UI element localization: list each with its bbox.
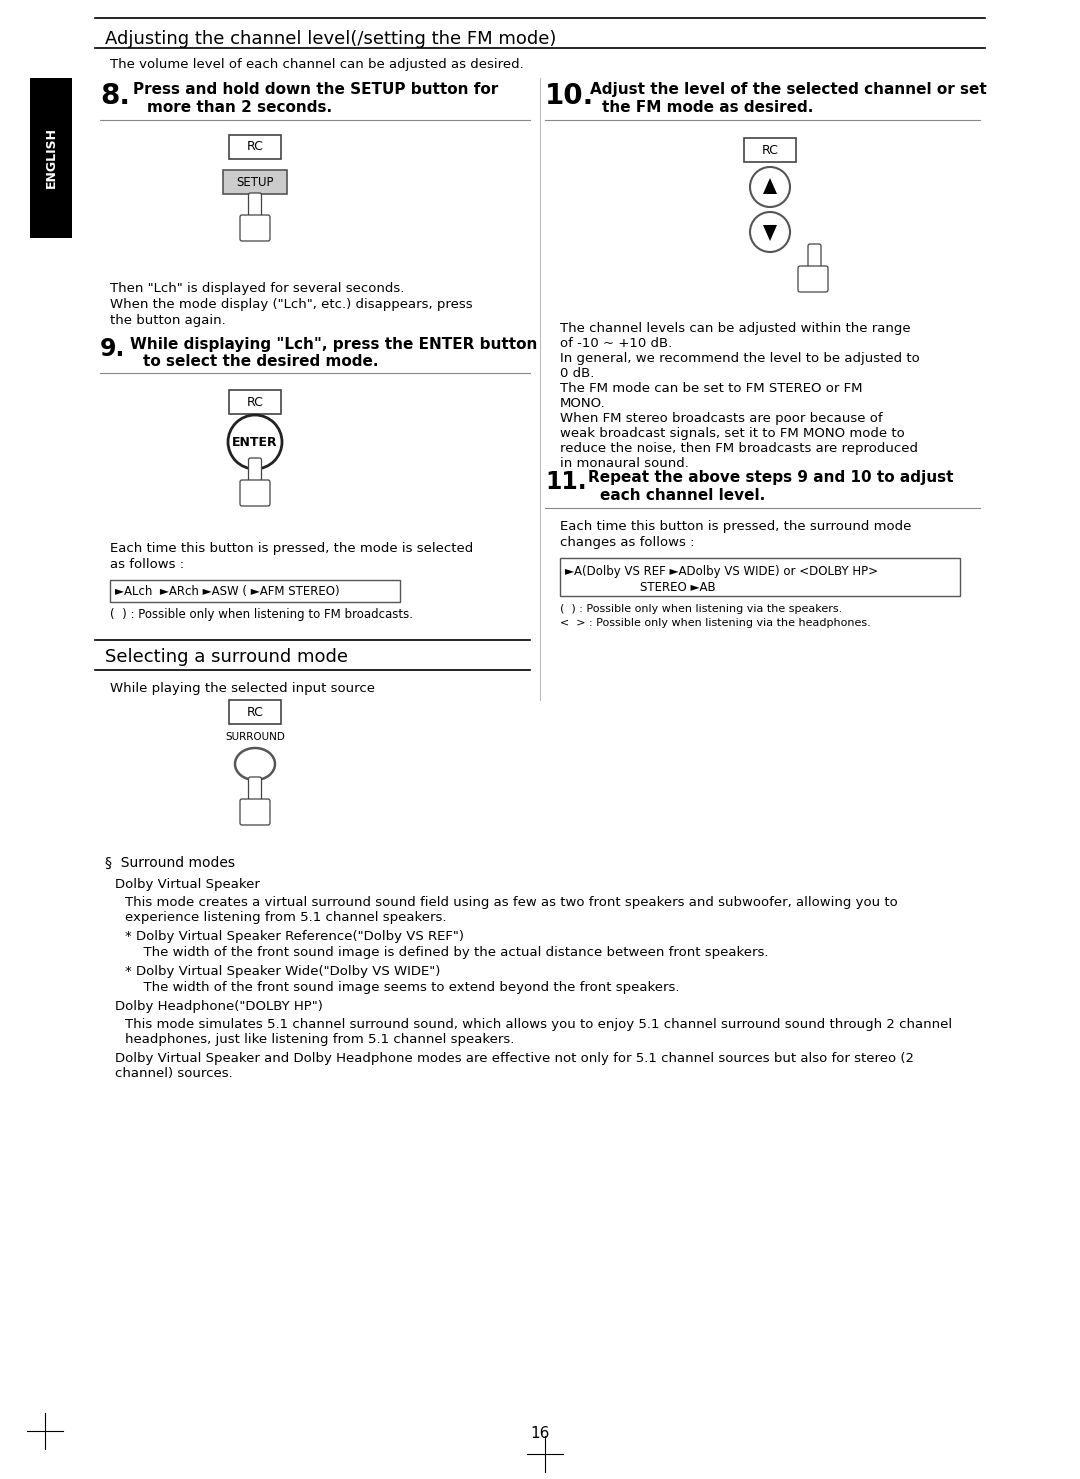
FancyBboxPatch shape [30,78,72,238]
FancyBboxPatch shape [229,135,281,160]
Text: Adjust the level of the selected channel or set: Adjust the level of the selected channel… [590,81,987,98]
Text: headphones, just like listening from 5.1 channel speakers.: headphones, just like listening from 5.1… [125,1032,514,1046]
Text: ENGLISH: ENGLISH [44,127,57,188]
Text: Repeat the above steps 9 and 10 to adjust: Repeat the above steps 9 and 10 to adjus… [588,470,954,485]
Text: STEREO ►AB: STEREO ►AB [640,581,716,595]
Text: The width of the front sound image is defined by the actual distance between fro: The width of the front sound image is de… [135,947,769,958]
Text: SURROUND: SURROUND [225,732,285,742]
Text: In general, we recommend the level to be adjusted to: In general, we recommend the level to be… [561,352,920,365]
Text: While playing the selected input source: While playing the selected input source [110,682,375,695]
Text: the button again.: the button again. [110,314,226,327]
Text: 10.: 10. [545,81,594,109]
FancyBboxPatch shape [248,776,261,803]
Text: The width of the front sound image seems to extend beyond the front speakers.: The width of the front sound image seems… [135,981,679,994]
Text: RC: RC [246,141,264,154]
Text: SETUP: SETUP [237,176,273,188]
Text: as follows :: as follows : [110,558,184,571]
Text: each channel level.: each channel level. [600,488,766,503]
Text: more than 2 seconds.: more than 2 seconds. [147,101,333,115]
FancyBboxPatch shape [744,138,796,163]
Text: This mode creates a virtual surround sound field using as few as two front speak: This mode creates a virtual surround sou… [125,896,897,910]
FancyBboxPatch shape [110,580,400,602]
FancyBboxPatch shape [229,700,281,725]
Text: This mode simulates 5.1 channel surround sound, which allows you to enjoy 5.1 ch: This mode simulates 5.1 channel surround… [125,1018,953,1031]
FancyBboxPatch shape [222,170,287,194]
FancyBboxPatch shape [240,481,270,506]
FancyBboxPatch shape [240,799,270,825]
Circle shape [228,416,282,469]
Text: 0 dB.: 0 dB. [561,367,594,380]
Text: <  > : Possible only when listening via the headphones.: < > : Possible only when listening via t… [561,618,870,629]
Text: ►ALch  ►ARch ►ASW ( ►AFM STEREO): ►ALch ►ARch ►ASW ( ►AFM STEREO) [114,584,339,598]
Text: Each time this button is pressed, the surround mode: Each time this button is pressed, the su… [561,521,912,532]
Text: weak broadcast signals, set it to FM MONO mode to: weak broadcast signals, set it to FM MON… [561,427,905,439]
Text: Adjusting the channel level(/setting the FM mode): Adjusting the channel level(/setting the… [105,30,556,47]
Text: experience listening from 5.1 channel speakers.: experience listening from 5.1 channel sp… [125,911,446,924]
Text: in monaural sound.: in monaural sound. [561,457,689,470]
Text: The FM mode can be set to FM STEREO or FM: The FM mode can be set to FM STEREO or F… [561,382,863,395]
Text: Dolby Virtual Speaker: Dolby Virtual Speaker [114,879,260,890]
Text: channel) sources.: channel) sources. [114,1066,233,1080]
Text: of -10 ~ +10 dB.: of -10 ~ +10 dB. [561,337,672,351]
FancyBboxPatch shape [248,192,261,219]
Circle shape [750,167,789,207]
Text: to select the desired mode.: to select the desired mode. [143,353,378,368]
Text: 8.: 8. [100,81,130,109]
Text: While displaying "Lch", press the ENTER button: While displaying "Lch", press the ENTER … [130,337,538,352]
Text: §  Surround modes: § Surround modes [105,856,235,870]
Text: RC: RC [761,143,779,157]
FancyBboxPatch shape [798,266,828,291]
Text: Dolby Headphone("DOLBY HP"): Dolby Headphone("DOLBY HP") [114,1000,323,1013]
Polygon shape [762,225,777,241]
Text: * Dolby Virtual Speaker Reference("Dolby VS REF"): * Dolby Virtual Speaker Reference("Dolby… [125,930,464,944]
Text: the FM mode as desired.: the FM mode as desired. [602,101,813,115]
Text: Each time this button is pressed, the mode is selected: Each time this button is pressed, the mo… [110,541,473,555]
Text: Then "Lch" is displayed for several seconds.: Then "Lch" is displayed for several seco… [110,282,404,294]
FancyBboxPatch shape [561,558,960,596]
Text: When the mode display ("Lch", etc.) disappears, press: When the mode display ("Lch", etc.) disa… [110,297,473,311]
Text: reduce the noise, then FM broadcasts are reproduced: reduce the noise, then FM broadcasts are… [561,442,918,456]
Text: Dolby Virtual Speaker and Dolby Headphone modes are effective not only for 5.1 c: Dolby Virtual Speaker and Dolby Headphon… [114,1052,914,1065]
Text: (  ) : Possible only when listening to FM broadcasts.: ( ) : Possible only when listening to FM… [110,608,413,621]
Text: When FM stereo broadcasts are poor because of: When FM stereo broadcasts are poor becau… [561,413,882,424]
Text: * Dolby Virtual Speaker Wide("Dolby VS WIDE"): * Dolby Virtual Speaker Wide("Dolby VS W… [125,964,441,978]
Text: RC: RC [246,395,264,408]
Text: ENTER: ENTER [232,435,278,448]
Circle shape [750,211,789,251]
Text: changes as follows :: changes as follows : [561,535,694,549]
FancyBboxPatch shape [808,244,821,271]
FancyBboxPatch shape [240,214,270,241]
Text: Press and hold down the SETUP button for: Press and hold down the SETUP button for [133,81,498,98]
Text: The channel levels can be adjusted within the range: The channel levels can be adjusted withi… [561,322,910,336]
Polygon shape [762,177,777,194]
Ellipse shape [235,748,275,779]
Text: (  ) : Possible only when listening via the speakers.: ( ) : Possible only when listening via t… [561,603,842,614]
Text: Selecting a surround mode: Selecting a surround mode [105,648,348,666]
Text: RC: RC [246,705,264,719]
Text: 9.: 9. [100,337,125,361]
Text: 11.: 11. [545,470,586,494]
FancyBboxPatch shape [248,458,261,484]
Text: The volume level of each channel can be adjusted as desired.: The volume level of each channel can be … [110,58,524,71]
Text: ►A(Dolby VS REF ►ADolby VS WIDE) or <DOLBY HP>: ►A(Dolby VS REF ►ADolby VS WIDE) or <DOL… [565,565,878,578]
FancyBboxPatch shape [229,390,281,414]
Text: 16: 16 [530,1427,550,1442]
Text: MONO.: MONO. [561,396,606,410]
